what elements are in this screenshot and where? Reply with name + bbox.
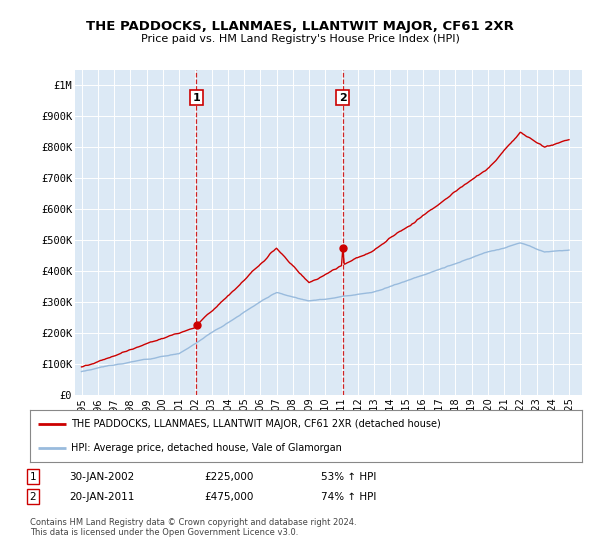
Text: THE PADDOCKS, LLANMAES, LLANTWIT MAJOR, CF61 2XR (detached house): THE PADDOCKS, LLANMAES, LLANTWIT MAJOR, … — [71, 419, 441, 430]
Text: Contains HM Land Registry data © Crown copyright and database right 2024.
This d: Contains HM Land Registry data © Crown c… — [30, 518, 356, 538]
Text: THE PADDOCKS, LLANMAES, LLANTWIT MAJOR, CF61 2XR: THE PADDOCKS, LLANMAES, LLANTWIT MAJOR, … — [86, 20, 514, 32]
Text: 30-JAN-2002: 30-JAN-2002 — [69, 472, 134, 482]
Text: Price paid vs. HM Land Registry's House Price Index (HPI): Price paid vs. HM Land Registry's House … — [140, 34, 460, 44]
Text: 53% ↑ HPI: 53% ↑ HPI — [321, 472, 376, 482]
Text: 1: 1 — [29, 472, 37, 482]
Text: HPI: Average price, detached house, Vale of Glamorgan: HPI: Average price, detached house, Vale… — [71, 443, 342, 453]
Text: £475,000: £475,000 — [204, 492, 253, 502]
Text: 74% ↑ HPI: 74% ↑ HPI — [321, 492, 376, 502]
Text: 2: 2 — [29, 492, 37, 502]
Text: £225,000: £225,000 — [204, 472, 253, 482]
Text: 20-JAN-2011: 20-JAN-2011 — [69, 492, 134, 502]
Text: 1: 1 — [193, 92, 200, 102]
Text: 2: 2 — [339, 92, 347, 102]
